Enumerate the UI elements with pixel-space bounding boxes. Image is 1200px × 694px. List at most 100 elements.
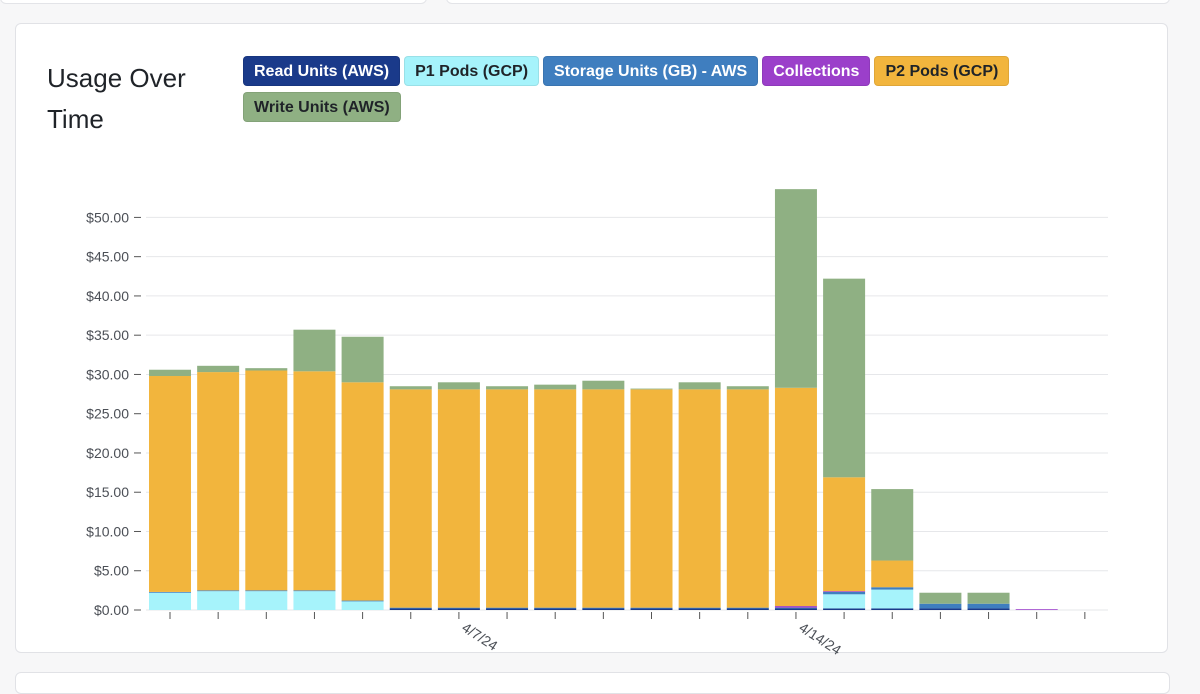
bar-segment-storage-units-gb-aws-4[interactable] <box>341 600 384 602</box>
bar-segment-storage-units-gb-aws-13[interactable] <box>774 607 817 609</box>
bar-segment-p1-pods-gcp-14[interactable] <box>823 594 866 609</box>
bar-segment-p1-pods-gcp-3[interactable] <box>293 591 336 610</box>
bar-segment-storage-units-gb-aws-7[interactable] <box>486 607 529 609</box>
y-tick-label: $0.00 <box>94 602 129 618</box>
bar-segment-p2-pods-gcp-12[interactable] <box>726 389 769 608</box>
bar-segment-write-units-aws-2[interactable] <box>245 368 288 371</box>
bar-segment-write-units-aws-12[interactable] <box>726 386 769 390</box>
bar-segment-p2-pods-gcp-0[interactable] <box>149 376 191 592</box>
x-tick-label: 4/7/24 <box>459 619 501 654</box>
bar-segment-write-units-aws-17[interactable] <box>967 592 1010 604</box>
bar-segment-write-units-aws-1[interactable] <box>197 365 240 373</box>
bar-segment-read-units-aws-14[interactable] <box>823 608 866 610</box>
bar-segment-p2-pods-gcp-4[interactable] <box>341 382 384 601</box>
bar-segment-p1-pods-gcp-2[interactable] <box>245 591 288 610</box>
bar-segment-p2-pods-gcp-1[interactable] <box>197 372 240 591</box>
bar-segment-write-units-aws-14[interactable] <box>823 278 866 478</box>
bar-segment-write-units-aws-4[interactable] <box>341 336 384 383</box>
x-axis: 4/7/24 4/14/24 <box>169 612 1086 658</box>
bar-segment-read-units-aws-10[interactable] <box>630 608 673 610</box>
y-tick-label: $15.00 <box>86 484 129 500</box>
bar-segment-p2-pods-gcp-5[interactable] <box>389 389 432 608</box>
bar-segment-p1-pods-gcp-4[interactable] <box>341 601 384 610</box>
bar-segment-storage-units-gb-aws-14[interactable] <box>823 591 866 595</box>
bar-segment-storage-units-gb-aws-3[interactable] <box>293 590 336 592</box>
bar-segment-write-units-aws-3[interactable] <box>293 329 336 372</box>
bar-segment-read-units-aws-9[interactable] <box>582 608 625 610</box>
y-tick-label: $35.00 <box>86 327 129 343</box>
bar-segment-p2-pods-gcp-6[interactable] <box>437 389 480 608</box>
legend-item-p1-pods-gcp[interactable]: P1 Pods (GCP) <box>404 56 540 86</box>
bar-segment-p2-pods-gcp-15[interactable] <box>871 560 914 588</box>
bar-segment-storage-units-gb-aws-10[interactable] <box>630 607 673 609</box>
bar-segment-p2-pods-gcp-8[interactable] <box>534 389 577 608</box>
bar-segment-storage-units-gb-aws-8[interactable] <box>534 607 577 609</box>
bar-segment-p2-pods-gcp-7[interactable] <box>486 389 529 608</box>
bar-segment-storage-units-gb-aws-9[interactable] <box>582 607 625 609</box>
y-tick-label: $45.00 <box>86 249 129 265</box>
y-tick-label: $10.00 <box>86 523 129 539</box>
x-tick-label: 4/14/24 <box>796 619 844 658</box>
usage-bar-chart: $0.00 $5.00 $10.00 $15.00 $20.00 $25.00 $30.00… <box>86 189 1108 658</box>
y-tick-label: $30.00 <box>86 366 129 382</box>
y-tick-label: $25.00 <box>86 406 129 422</box>
bar-segment-p2-pods-gcp-9[interactable] <box>582 389 625 608</box>
bar-segment-write-units-aws-6[interactable] <box>437 382 480 390</box>
bar-segment-storage-units-gb-aws-6[interactable] <box>437 607 480 609</box>
bar-segment-read-units-aws-6[interactable] <box>437 608 480 610</box>
bar-segment-p1-pods-gcp-1[interactable] <box>197 591 240 610</box>
bar-segment-read-units-aws-12[interactable] <box>726 608 769 610</box>
bar-segment-p2-pods-gcp-13[interactable] <box>774 387 817 607</box>
bar-segment-storage-units-gb-aws-0[interactable] <box>149 591 191 593</box>
bar-segment-read-units-aws-11[interactable] <box>678 608 721 610</box>
bar-segment-write-units-aws-13[interactable] <box>774 189 817 388</box>
bar-segment-read-units-aws-13[interactable] <box>774 608 817 610</box>
bar-segment-write-units-aws-5[interactable] <box>389 386 432 390</box>
bar-segment-p2-pods-gcp-3[interactable] <box>293 371 336 591</box>
bar-segment-storage-units-gb-aws-1[interactable] <box>197 590 240 592</box>
bar-segment-read-units-aws-15[interactable] <box>871 608 914 610</box>
bar-segment-p1-pods-gcp-15[interactable] <box>871 589 914 609</box>
bar-segment-p1-pods-gcp-0[interactable] <box>149 592 191 610</box>
bar-segment-storage-units-gb-aws-11[interactable] <box>678 607 721 609</box>
legend-item-p2-pods-gcp[interactable]: P2 Pods (GCP) <box>874 56 1010 86</box>
bar-segment-storage-units-gb-aws-12[interactable] <box>726 607 769 609</box>
legend-item-write-units-aws[interactable]: Write Units (AWS) <box>243 92 401 122</box>
y-axis: $0.00 $5.00 $10.00 $15.00 $20.00 $25.00 $30.00… <box>86 209 141 618</box>
bar-segment-storage-units-gb-aws-15[interactable] <box>871 587 914 590</box>
bar-segment-p2-pods-gcp-10[interactable] <box>630 389 673 608</box>
legend-item-read-units-aws[interactable]: Read Units (AWS) <box>243 56 401 86</box>
bar-segment-read-units-aws-16[interactable] <box>919 608 962 610</box>
bar-segment-p2-pods-gcp-11[interactable] <box>678 389 721 608</box>
bar-segment-storage-units-gb-aws-5[interactable] <box>389 607 432 609</box>
bar-segment-write-units-aws-16[interactable] <box>919 592 962 604</box>
bar-segment-write-units-aws-10[interactable] <box>630 388 673 390</box>
bar-segment-write-units-aws-11[interactable] <box>678 382 721 390</box>
bar-segment-p2-pods-gcp-14[interactable] <box>823 477 866 592</box>
bar-segment-read-units-aws-5[interactable] <box>389 608 432 610</box>
bar-segment-write-units-aws-15[interactable] <box>871 489 914 561</box>
grid-lines <box>146 216 1108 611</box>
bars <box>149 189 1058 611</box>
bar-segment-collections-14[interactable] <box>823 591 866 592</box>
bar-segment-read-units-aws-8[interactable] <box>534 608 577 610</box>
bar-segment-collections-18[interactable] <box>1015 609 1058 611</box>
bar-segment-read-units-aws-7[interactable] <box>486 608 529 610</box>
chart-title: Usage Over Time <box>47 63 186 134</box>
bar-segment-write-units-aws-9[interactable] <box>582 380 625 390</box>
bar-segment-p2-pods-gcp-2[interactable] <box>245 370 288 591</box>
legend-item-storage-units-gb-aws[interactable]: Storage Units (GB) - AWS <box>543 56 759 86</box>
legend-item-collections[interactable]: Collections <box>762 56 871 86</box>
y-tick-label: $50.00 <box>86 209 129 225</box>
bar-segment-storage-units-gb-aws-17[interactable] <box>967 603 1010 609</box>
chart-legend: Read Units (AWS) P1 Pods (GCP) Storage Uni… <box>243 56 1073 122</box>
bar-segment-storage-units-gb-aws-2[interactable] <box>245 590 288 592</box>
bar-segment-collections-13[interactable] <box>774 606 817 608</box>
bar-segment-read-units-aws-17[interactable] <box>967 608 1010 610</box>
bar-segment-write-units-aws-8[interactable] <box>534 384 577 390</box>
bar-segment-write-units-aws-0[interactable] <box>149 369 191 377</box>
y-tick-label: $40.00 <box>86 288 129 304</box>
bar-segment-storage-units-gb-aws-16[interactable] <box>919 603 962 609</box>
bar-segment-write-units-aws-7[interactable] <box>486 386 529 390</box>
y-tick-label: $5.00 <box>94 563 129 579</box>
